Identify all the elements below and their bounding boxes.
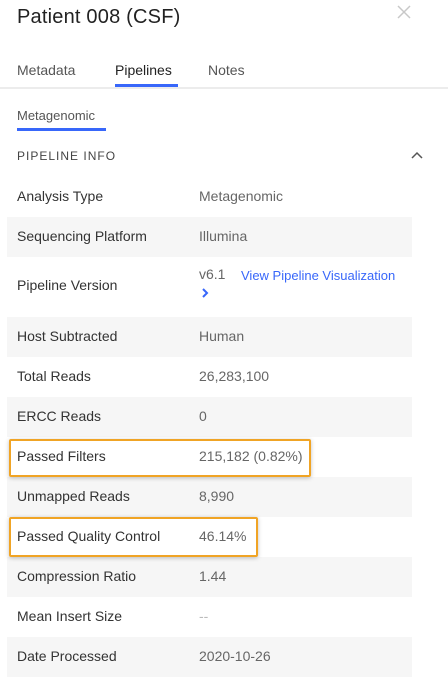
row-label: Pipeline Version xyxy=(17,277,118,293)
row-label: Date Processed xyxy=(17,648,117,664)
subtab-indicator xyxy=(17,128,106,131)
page-title: Patient 008 (CSF) xyxy=(17,6,181,28)
close-icon[interactable] xyxy=(396,4,412,20)
row-host-subtracted: Host Subtracted Human xyxy=(7,317,412,357)
row-label: Unmapped Reads xyxy=(17,488,130,504)
row-value: Human xyxy=(199,328,245,344)
passed-filters-highlight xyxy=(9,439,311,477)
row-value: 46.14% xyxy=(199,528,247,544)
passed-quality-control-highlight xyxy=(9,517,258,557)
row-value: 215,182 (0.82%) xyxy=(199,448,303,464)
row-ercc-reads: ERCC Reads 0 xyxy=(7,397,412,437)
row-passed-filters: Passed Filters 215,182 (0.82%) xyxy=(7,437,412,477)
row-passed-quality-control: Passed Quality Control 46.14% xyxy=(7,517,412,557)
row-label: Total Reads xyxy=(17,368,91,384)
row-date-processed: Date Processed 2020-10-26 xyxy=(7,637,412,677)
tab-pipelines[interactable]: Pipelines xyxy=(115,62,172,78)
row-value: 2020-10-26 xyxy=(199,648,271,664)
row-value: Illumina xyxy=(199,228,248,244)
tab-metadata[interactable]: Metadata xyxy=(17,62,76,78)
row-label: Mean Insert Size xyxy=(17,608,123,624)
chevron-right-icon[interactable] xyxy=(199,287,211,299)
row-label: Host Subtracted xyxy=(17,328,118,344)
row-label: Sequencing Platform xyxy=(17,228,147,244)
row-mean-insert-size: Mean Insert Size -- xyxy=(7,597,412,637)
row-value: 0 xyxy=(199,408,207,424)
row-analysis-type: Analysis Type Metagenomic xyxy=(7,177,412,217)
row-unmapped-reads: Unmapped Reads 8,990 xyxy=(7,477,412,517)
row-sequencing-platform: Sequencing Platform Illumina xyxy=(7,217,412,257)
row-label: Compression Ratio xyxy=(17,568,137,584)
section-title: PIPELINE INFO xyxy=(17,149,117,163)
row-value: -- xyxy=(199,608,209,624)
pipeline-version-value: v6.1 xyxy=(199,266,226,282)
row-value: 26,283,100 xyxy=(199,368,270,384)
row-label: Analysis Type xyxy=(17,188,104,204)
tab-notes[interactable]: Notes xyxy=(208,62,245,78)
subtab-metagenomic[interactable]: Metagenomic xyxy=(17,108,96,123)
active-tab-indicator xyxy=(115,84,178,87)
row-pipeline-version: Pipeline Version v6.1 View Pipeline Visu… xyxy=(7,257,412,315)
chevron-up-icon[interactable] xyxy=(410,148,424,162)
tab-bar: Metadata Pipelines Notes xyxy=(0,62,448,88)
row-value: Metagenomic xyxy=(199,188,284,204)
row-value: 8,990 xyxy=(199,488,235,504)
row-total-reads: Total Reads 26,283,100 xyxy=(7,357,412,397)
row-value: 1.44 xyxy=(199,568,227,584)
row-label: ERCC Reads xyxy=(17,408,102,424)
row-label: Passed Filters xyxy=(17,448,106,464)
row-compression-ratio: Compression Ratio 1.44 xyxy=(7,557,412,597)
tab-divider xyxy=(0,87,448,89)
view-pipeline-visualization-link[interactable]: View Pipeline Visualization xyxy=(241,268,396,283)
row-label: Passed Quality Control xyxy=(17,528,161,544)
